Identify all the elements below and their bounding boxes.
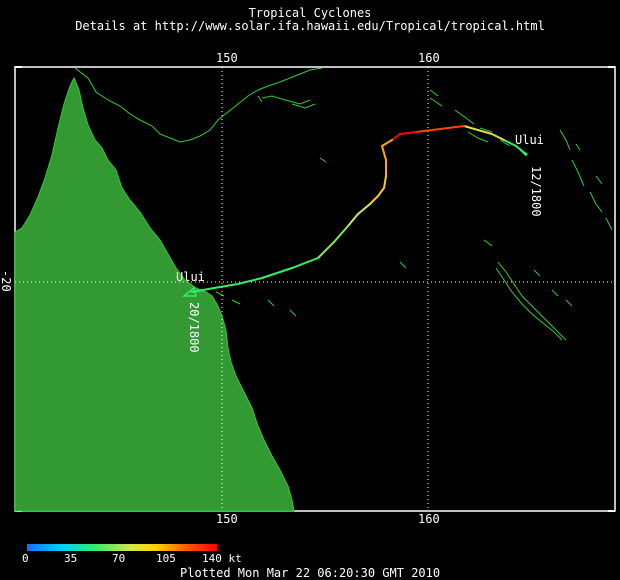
map-details-url: Details at http://www.solar.ifa.hawaii.e…: [75, 19, 545, 33]
map-title: Tropical Cyclones: [248, 6, 372, 20]
legend-tick-105: 105: [156, 552, 176, 565]
solomon-islands: [429, 89, 527, 157]
storm-name-end: Ului: [176, 270, 205, 284]
cyclone-track: [191, 125, 527, 293]
lon-label-top-150: 150: [216, 51, 238, 65]
intensity-color-scale: [27, 544, 217, 551]
track-start-marker: [524, 152, 528, 156]
vanuatu-islands: [559, 129, 613, 231]
lon-label-top-160: 160: [418, 51, 440, 65]
plotted-timestamp: Plotted Mon Mar 22 06:20:30 GMT 2010: [180, 566, 441, 580]
legend-tick-140: 140 kt: [202, 552, 242, 565]
legend-tick-35: 35: [64, 552, 78, 565]
png-coastline: [74, 67, 323, 143]
lat-label-left: -20: [0, 270, 13, 292]
storm-end-time: 20/1800: [187, 302, 201, 353]
louisiade-islands: [261, 95, 316, 109]
coral-sea-reefs: [215, 95, 327, 317]
new-caledonia: [495, 261, 567, 341]
australia-landmass: [14, 76, 295, 512]
track-end-marker: [181, 286, 197, 297]
legend-tick-70: 70: [112, 552, 126, 565]
loyalty-islands: [399, 239, 573, 307]
lon-label-bottom-160: 160: [418, 512, 440, 526]
storm-name-start: Ului: [515, 133, 544, 147]
graticule: [15, 67, 615, 511]
storm-start-time: 12/1800: [529, 166, 543, 217]
legend-tick-0: 0: [22, 552, 29, 565]
lon-label-bottom-150: 150: [216, 512, 238, 526]
